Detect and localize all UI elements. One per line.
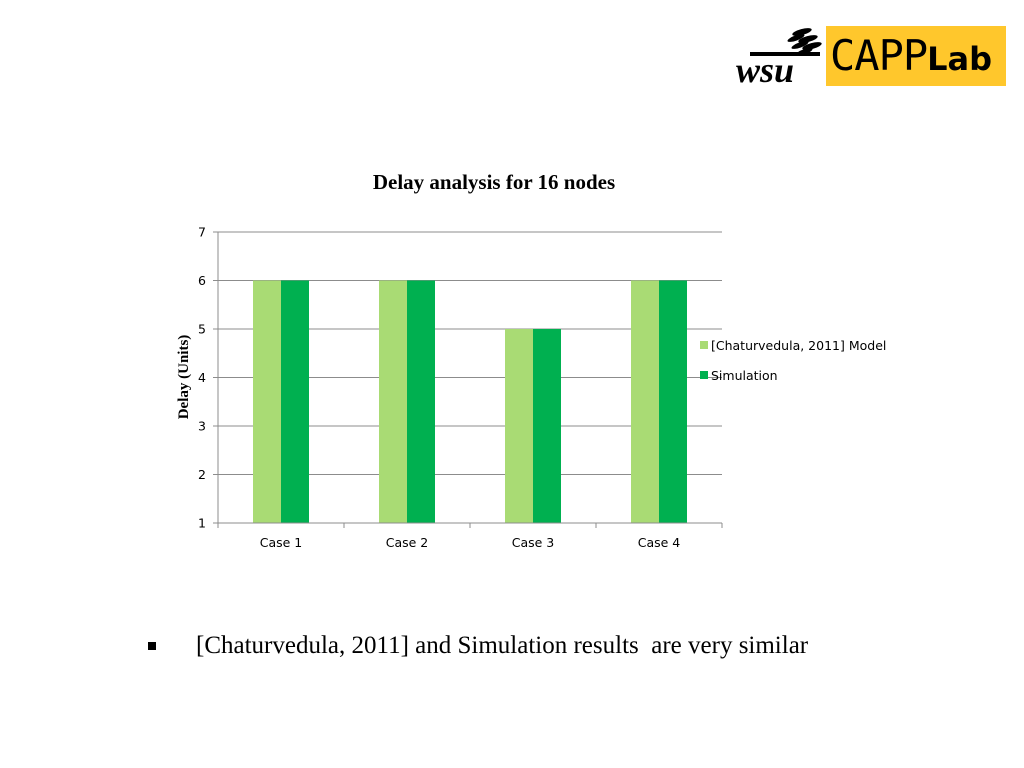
x-tick-label: Case 1 xyxy=(260,535,303,550)
square-bullet-icon xyxy=(148,642,156,650)
legend-label-model: [Chaturvedula, 2011] Model xyxy=(711,337,887,353)
y-tick-label: 3 xyxy=(198,419,206,434)
capplab-badge: CAPPLab xyxy=(826,26,1006,86)
legend-label-simulation: Simulation xyxy=(711,367,778,383)
y-tick-label: 2 xyxy=(198,467,206,482)
bars xyxy=(253,280,687,523)
wsu-logo-lettering: wsu xyxy=(736,50,794,88)
legend-item-simulation: Simulation xyxy=(700,360,886,390)
x-tick-label: Case 3 xyxy=(512,535,555,550)
bar-model-1 xyxy=(253,280,281,523)
bullet-point: [Chaturvedula, 2011] and Simulation resu… xyxy=(148,632,808,660)
bar-model-3 xyxy=(505,329,533,523)
legend-item-model: [Chaturvedula, 2011] Model xyxy=(700,330,886,360)
y-tick-label: 5 xyxy=(198,322,206,337)
bar-simulation-4 xyxy=(659,280,687,523)
x-tick-label: Case 2 xyxy=(386,535,429,550)
y-tick-label: 4 xyxy=(198,370,206,385)
y-axis-label: Delay (Units) xyxy=(176,335,192,420)
y-tick-label: 7 xyxy=(198,225,206,240)
legend-swatch-simulation xyxy=(700,371,708,379)
bullet-text: [Chaturvedula, 2011] and Simulation resu… xyxy=(196,632,809,659)
y-tick-label: 1 xyxy=(198,516,206,531)
bar-simulation-2 xyxy=(407,280,435,523)
chart-legend: [Chaturvedula, 2011] Model Simulation xyxy=(700,330,886,390)
bar-simulation-3 xyxy=(533,329,561,523)
capplab-wordmark-sub: Lab xyxy=(927,40,993,78)
capplab-logo: wsu CAPPLab xyxy=(730,24,1006,88)
bar-model-4 xyxy=(631,280,659,523)
bar-simulation-1 xyxy=(281,280,309,523)
chart-title: Delay analysis for 16 nodes xyxy=(372,170,616,194)
wsu-wheat-logo-icon: wsu xyxy=(736,28,822,88)
capplab-wordmark-main: CAPP xyxy=(830,31,928,80)
axes: 1 2 3 4 5 6 7 Case 1 Case 2 Case 3 Case 4 xyxy=(198,225,723,550)
bar-model-2 xyxy=(379,280,407,523)
legend-swatch-model xyxy=(700,341,708,349)
x-tick-label: Case 4 xyxy=(638,535,681,550)
capplab-wordmark: CAPPLab xyxy=(830,29,992,86)
y-tick-label: 6 xyxy=(198,273,206,288)
